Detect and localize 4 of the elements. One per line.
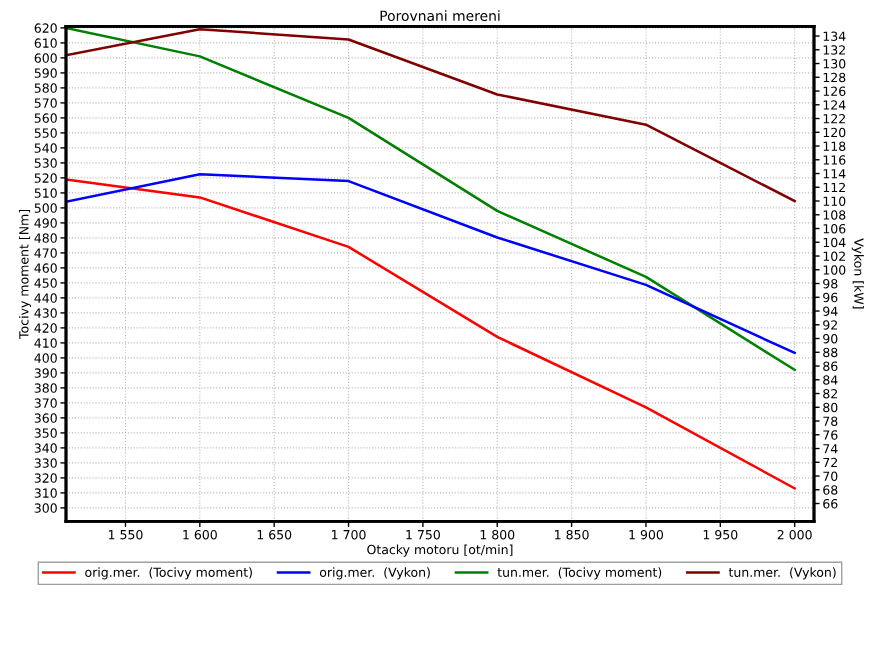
line-series [66, 26, 796, 372]
line-series [66, 172, 796, 355]
line-series [66, 178, 796, 490]
line-series [66, 27, 796, 203]
